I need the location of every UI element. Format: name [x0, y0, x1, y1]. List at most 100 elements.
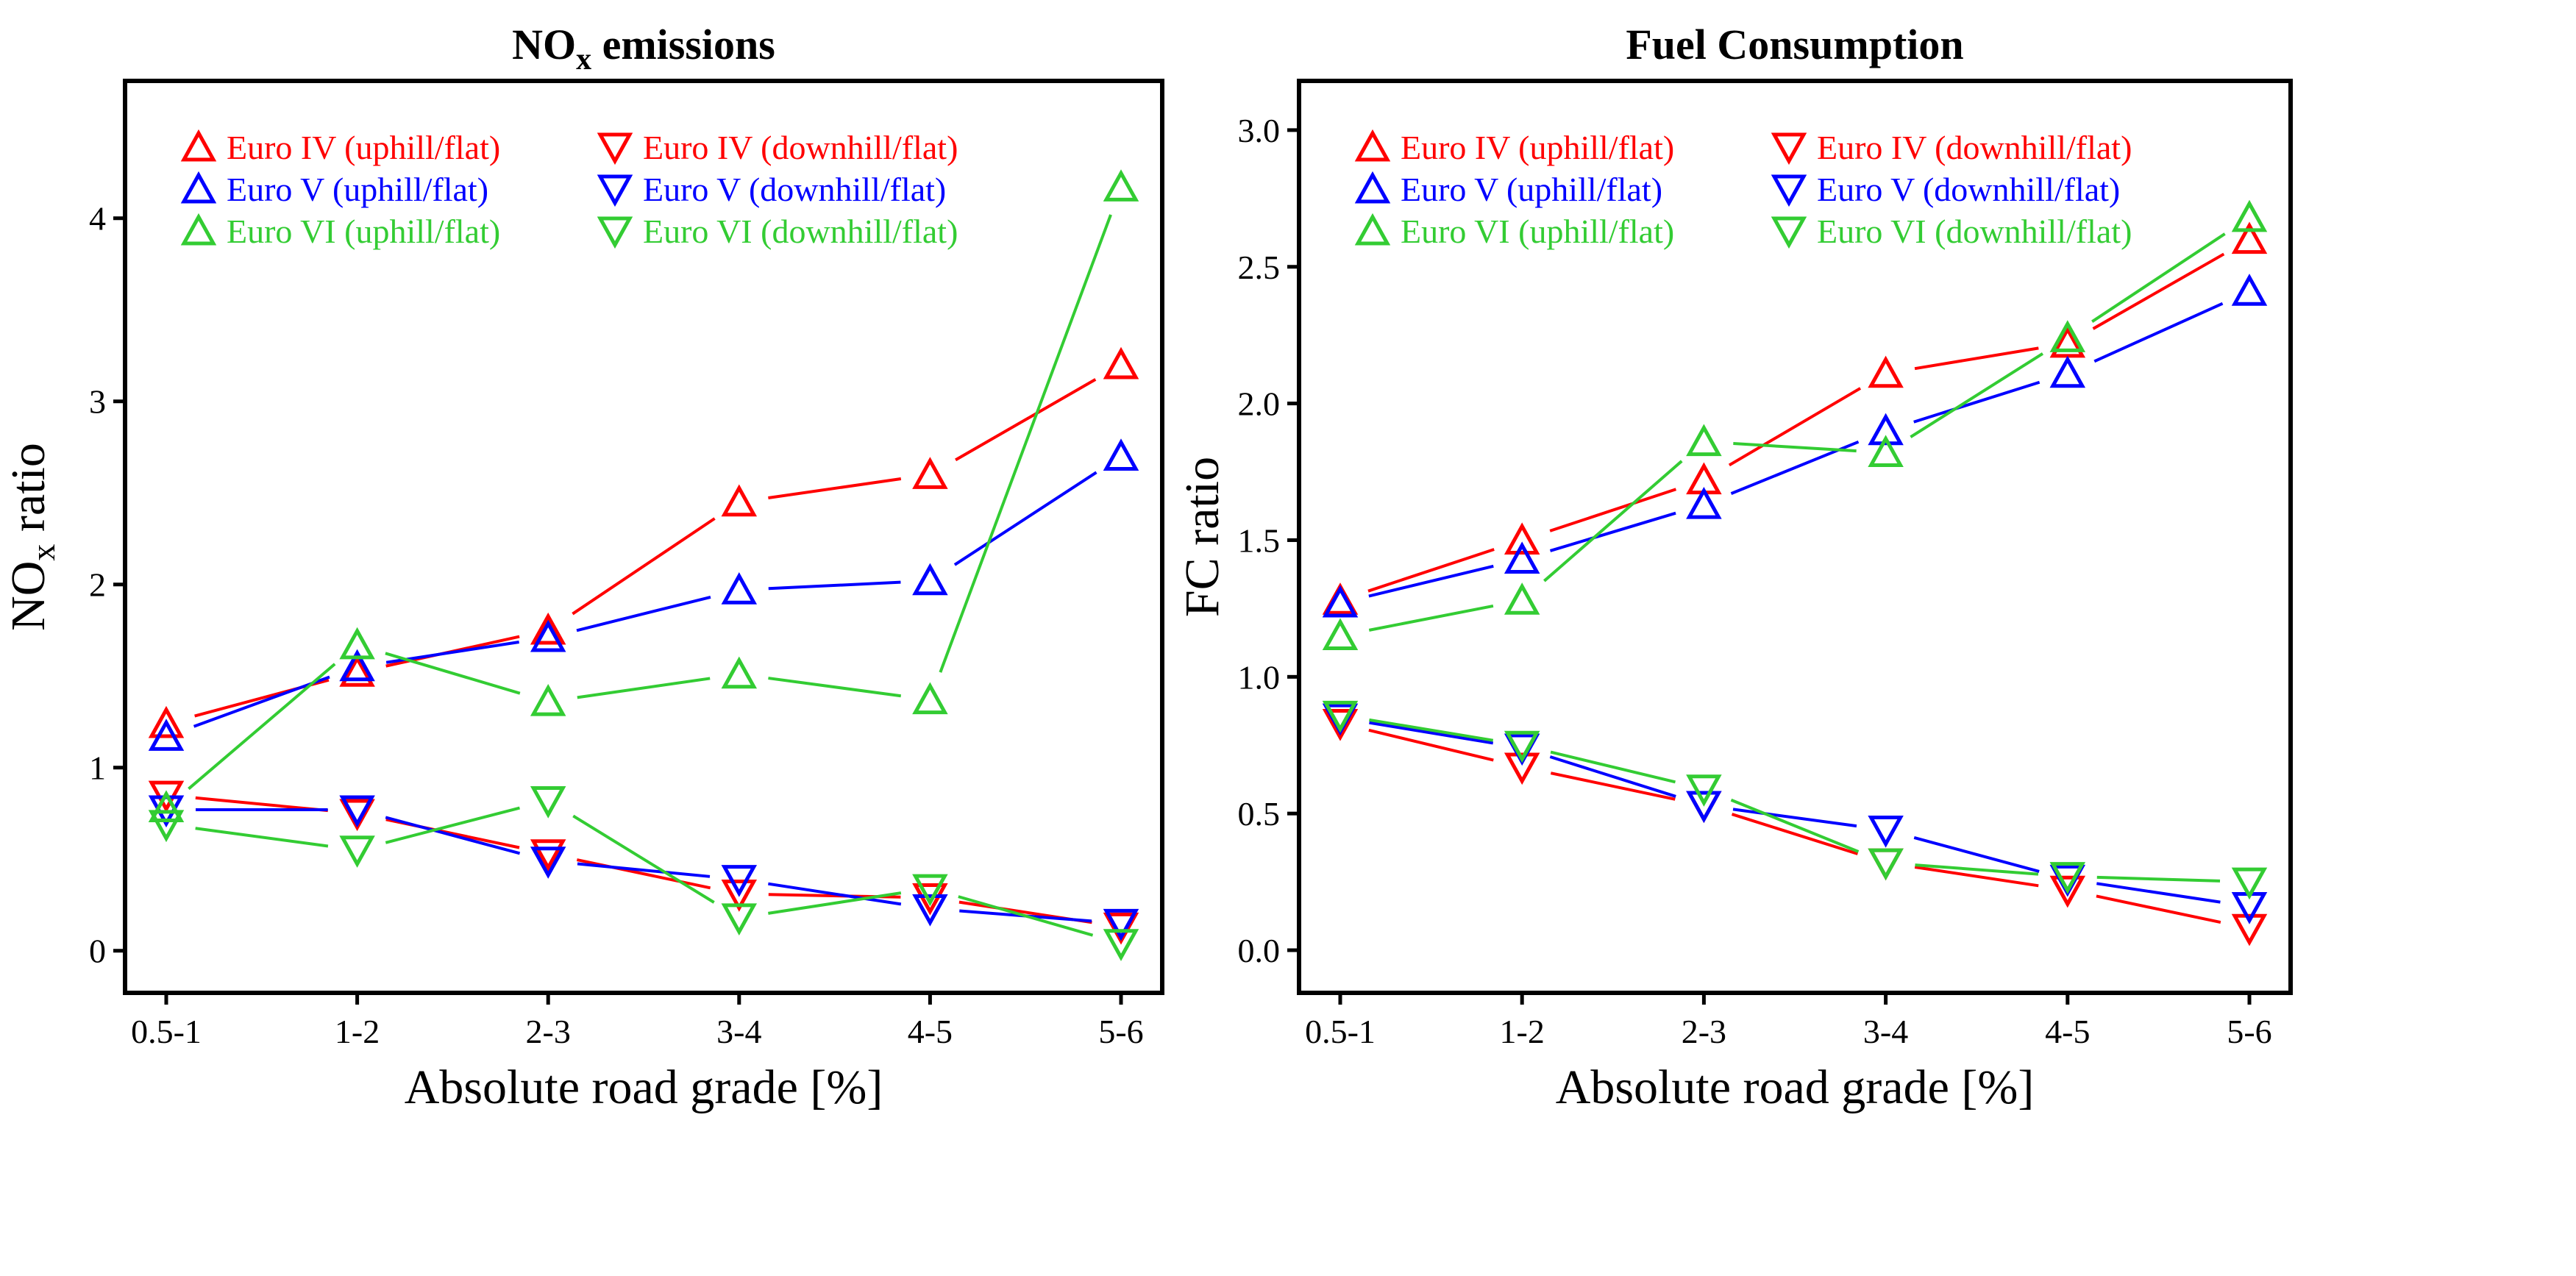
series-line-segment: [1550, 771, 1676, 801]
y-tick-label: 2.5: [1238, 249, 1281, 286]
series-line-segment: [768, 477, 902, 499]
data-point: [530, 619, 566, 652]
series-line-segment: [188, 663, 336, 791]
data-point: [339, 649, 375, 682]
x-tick-label: 4-5: [908, 1013, 953, 1050]
series-line-segment: [1733, 442, 1857, 453]
series-line-segment: [1369, 721, 1494, 745]
series-line-segment: [1368, 604, 1494, 632]
series-line-segment: [768, 677, 902, 698]
data-point: [2231, 867, 2268, 900]
x-tick-label: 2-3: [1682, 1013, 1726, 1050]
series-line-segment: [572, 814, 715, 904]
legend-label: Euro VI (downhill/flat): [1817, 213, 2132, 250]
legend-marker: [180, 213, 217, 246]
fc-chart: Fuel Consumption 0.0 0.5 1.0 1.5 2.0 2.5 3.0 0.5…: [1175, 21, 2293, 1114]
data-point: [721, 865, 758, 897]
data-point: [721, 572, 758, 605]
series-line-segment: [1368, 728, 1494, 762]
legend-marker: [597, 132, 633, 165]
series-line-segment: [1543, 460, 1683, 582]
series-euro-v-downhill-flat-: [1322, 703, 2268, 924]
legend-label: Euro IV (downhill/flat): [1817, 129, 2132, 166]
title-main: NO: [512, 21, 576, 68]
y-tick-label: 1: [89, 749, 106, 787]
data-point: [1504, 582, 1540, 615]
legend-marker: [1771, 174, 1807, 207]
chart-title: Fuel Consumption: [1626, 21, 1963, 68]
data-point: [1868, 413, 1904, 446]
ylabel-rest: ratio: [1, 443, 55, 543]
data-point: [1686, 486, 1722, 519]
series-line-segment: [1549, 488, 1677, 532]
series-line-segment: [2091, 232, 2226, 323]
series-euro-iv-downhill-flat-: [148, 780, 1139, 945]
data-point: [148, 719, 185, 751]
data-point: [912, 883, 948, 916]
legend-label: Euro IV (uphill/flat): [227, 129, 500, 166]
title-main: Fuel Consumption: [1626, 21, 1963, 68]
data-point: [2231, 199, 2268, 232]
y-tick-label: 1.0: [1238, 658, 1281, 696]
data-point: [1103, 438, 1139, 471]
ylabel-main: NO: [1, 561, 55, 631]
legend-label: Euro VI (downhill/flat): [643, 213, 958, 250]
data-point: [721, 903, 758, 936]
series-line-segment: [2096, 882, 2221, 904]
series-line-segment: [1728, 387, 1862, 467]
chart-title: NOx emissions: [512, 21, 775, 76]
y-tick-label: 0.5: [1238, 795, 1281, 833]
series-line-segment: [768, 580, 901, 591]
data-point: [912, 563, 948, 596]
data-point: [2049, 875, 2086, 908]
data-point: [530, 786, 566, 819]
legend-marker: [180, 171, 217, 204]
data-point: [912, 682, 948, 715]
y-tick-label: 4: [89, 200, 106, 238]
data-point: [1103, 908, 1139, 941]
data-point: [148, 705, 185, 738]
x-tick-label: 0.5-1: [131, 1013, 202, 1050]
data-point: [1504, 752, 1540, 785]
series-line-segment: [939, 214, 1112, 673]
legend-marker: [1354, 129, 1391, 162]
series-line-segment: [953, 471, 1097, 566]
series-line-segment: [2096, 894, 2221, 924]
data-point: [530, 612, 566, 645]
data-point: [530, 839, 566, 872]
plot-frame: [1297, 79, 2293, 995]
x-tick-label: 5-6: [1098, 1013, 1143, 1050]
data-point: [530, 846, 566, 879]
y-tick-label: 3.0: [1238, 112, 1281, 149]
data-point: [1868, 848, 1904, 881]
data-point: [912, 894, 948, 927]
legend-label: Euro V (uphill/flat): [227, 171, 488, 208]
legend-label: Euro VI (uphill/flat): [227, 213, 500, 250]
data-point: [912, 874, 948, 907]
series-line-segment: [1369, 718, 1494, 742]
data-point: [2049, 862, 2086, 894]
data-point: [1322, 618, 1359, 651]
series-euro-vi-uphill-flat-: [148, 169, 1139, 823]
ylabel-subscript: x: [24, 544, 62, 561]
data-point: [1868, 355, 1904, 388]
data-point: [2231, 221, 2268, 254]
legend-label: Euro IV (uphill/flat): [1401, 129, 1674, 166]
ylabel-main: FC ratio: [1175, 457, 1229, 617]
data-point: [721, 484, 758, 517]
data-point: [1103, 169, 1139, 202]
data-point: [339, 655, 375, 687]
series-euro-v-uphill-flat-: [1322, 274, 2268, 618]
series-line-segment: [955, 378, 1097, 462]
y-tick-label: 0.0: [1238, 932, 1281, 969]
data-point: [1868, 435, 1904, 468]
data-point: [1504, 541, 1540, 574]
data-point: [2231, 913, 2268, 947]
series-line-segment: [577, 862, 711, 878]
series-line-segment: [1367, 548, 1495, 593]
legend-marker: [597, 216, 633, 249]
series-line-segment: [1913, 380, 2040, 424]
data-point: [2231, 274, 2268, 306]
